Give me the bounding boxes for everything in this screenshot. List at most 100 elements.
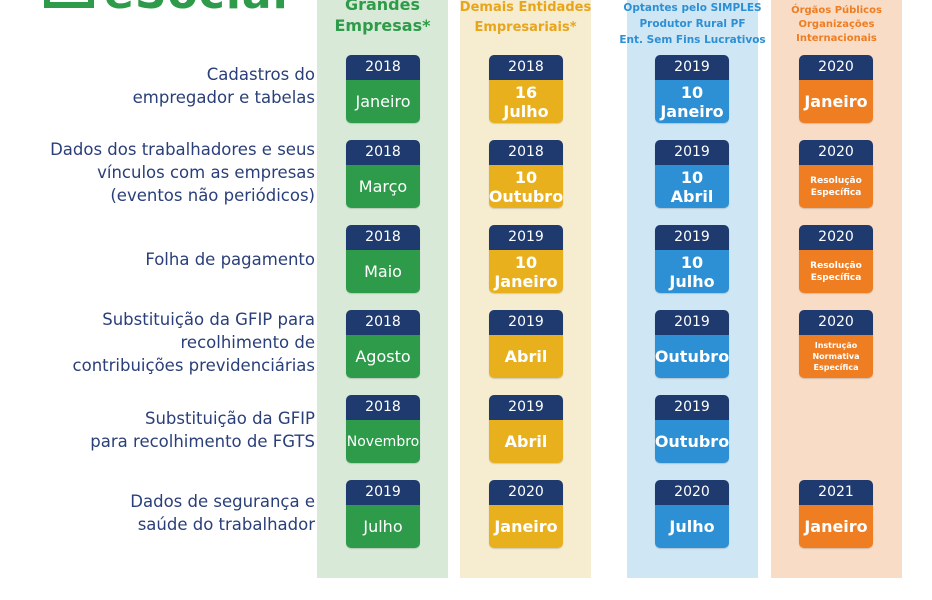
deadline-value: Novembro [346,420,420,463]
deadline-year: 2020 [799,225,873,250]
row-label-line: Folha de pagamento [145,250,315,269]
column-header-line: Produtor Rural PF [639,18,746,30]
deadline-value: Abril [489,420,563,463]
deadline-card-simples: 2020 Julho [655,480,729,548]
row-label: Dados dos trabalhadores e seus vínculos c… [50,138,315,207]
deadline-value: Instrução Normativa Específica [799,335,873,378]
deadline-value-line: Julho [669,517,715,536]
deadline-value-line: Outubro [655,347,729,366]
deadline-value-line: Normativa [812,352,860,361]
deadline-value: Julho [346,505,420,548]
deadline-year: 2018 [346,395,420,420]
row-label-line: Substituição da GFIP [144,409,315,428]
deadline-value-line: Resolução [810,175,862,186]
deadline-value-line: Janeiro [804,92,868,111]
deadline-year: 2019 [489,225,563,250]
deadline-year: 2018 [489,140,563,165]
row-label-line: (eventos não periódicos) [110,186,315,205]
deadline-value-line: 16 [514,82,538,102]
deadline-value: 10 Abril [655,165,729,208]
deadline-card-grandes: 2018 Março [346,140,420,208]
deadline-card-simples: 2019 10 Janeiro [655,55,729,123]
deadline-card-orgaos: 2020 Resolução Específica [799,225,873,293]
row-label: Substituição da GFIP para recolhimento de… [73,308,315,377]
deadline-year: 2018 [346,55,420,80]
deadline-year: 2019 [655,310,729,335]
row-label: Dados de segurança e saúde do trabalhador [130,490,315,536]
row-label-line: recolhimento de [180,333,315,352]
deadline-year: 2019 [489,310,563,335]
deadline-value-line: Instrução [814,341,858,350]
deadline-value-line: Abril [504,347,548,366]
column-header-demais: Demais Entidades Empresariais* [448,0,603,38]
deadline-card-simples: 2019 10 Julho [655,225,729,293]
deadline-value-line: 10 [680,252,704,272]
deadline-value: Janeiro [346,80,420,123]
row-label-line: Cadastros do [206,65,315,84]
logo-icon [44,0,94,8]
deadline-year: 2019 [489,395,563,420]
deadline-value-line: Julho [363,517,403,536]
column-header-line: Órgãos Públicos [791,5,882,16]
deadline-value: 10 Julho [655,250,729,293]
column-header-line: Grandes [344,0,421,14]
deadline-value: Janeiro [799,505,873,548]
deadline-value: Maio [346,250,420,293]
deadline-year: 2019 [655,225,729,250]
logo-text: eSocial [104,0,289,16]
row-label-line: saúde do trabalhador [137,515,315,534]
deadline-year: 2020 [799,310,873,335]
deadline-card-grandes: 2018 Novembro [346,395,420,463]
row-label-line: contribuições previdenciárias [72,356,315,375]
deadline-value-line: Janeiro [355,92,411,111]
row-label: Cadastros do empregador e tabelas [133,63,315,109]
deadline-card-simples: 2019 Outubro [655,395,729,463]
deadline-year: 2018 [346,225,420,250]
deadline-value: Julho [655,505,729,548]
row-label-line: Substituição da GFIP para [102,310,315,329]
deadline-card-demais: 2018 16 Julho [489,55,563,123]
deadline-value-line: Novembro [346,433,420,450]
row-label-line: Dados dos trabalhadores e seus [50,140,315,159]
row-label-line: para recolhimento de FGTS [90,432,315,451]
deadline-value-line: Janeiro [804,517,868,536]
deadline-value-line: Resolução [810,260,862,271]
column-header-line: Optantes pelo SIMPLES [623,2,762,14]
column-header-line: Organizações Internacionais [796,19,877,44]
deadline-value: 10 Janeiro [489,250,563,293]
column-header-line: Ent. Sem Fins Lucrativos [619,34,766,46]
deadline-value-line: 10 [680,167,704,187]
deadline-year: 2020 [489,480,563,505]
deadline-card-grandes: 2018 Janeiro [346,55,420,123]
deadline-value-line: Abril [504,432,548,451]
row-label: Substituição da GFIP para recolhimento de… [90,407,315,453]
deadline-value-line: Abril [670,186,714,206]
deadline-value-line: Janeiro [660,101,724,121]
deadline-value: 10 Janeiro [655,80,729,123]
deadline-year: 2020 [799,55,873,80]
deadline-value-line: Janeiro [494,517,558,536]
deadline-year: 2018 [346,140,420,165]
column-header-line: Empresas* [334,16,431,35]
deadline-value-line: Março [358,177,408,196]
deadline-value: Resolução Específica [799,250,873,293]
deadline-value: Outubro [655,420,729,463]
deadline-value: 10 Outubro [489,165,563,208]
deadline-value: Janeiro [799,80,873,123]
deadline-value: Março [346,165,420,208]
deadline-card-demais: 2018 10 Outubro [489,140,563,208]
deadline-year: 2019 [346,480,420,505]
deadline-year: 2019 [655,55,729,80]
row-label-line: empregador e tabelas [132,88,315,107]
deadline-value-line: 10 [514,252,538,272]
row-label: Folha de pagamento [145,248,315,271]
deadline-year: 2019 [655,395,729,420]
column-header-grandes: Grandes Empresas* [305,0,460,36]
deadline-card-simples: 2019 Outubro [655,310,729,378]
deadline-card-orgaos: 2021 Janeiro [799,480,873,548]
deadline-value-line: Julho [669,271,715,291]
deadline-value-line: Julho [503,101,549,121]
deadline-year: 2018 [489,55,563,80]
deadline-value-line: Janeiro [494,271,558,291]
deadline-card-orgaos: 2020 Janeiro [799,55,873,123]
